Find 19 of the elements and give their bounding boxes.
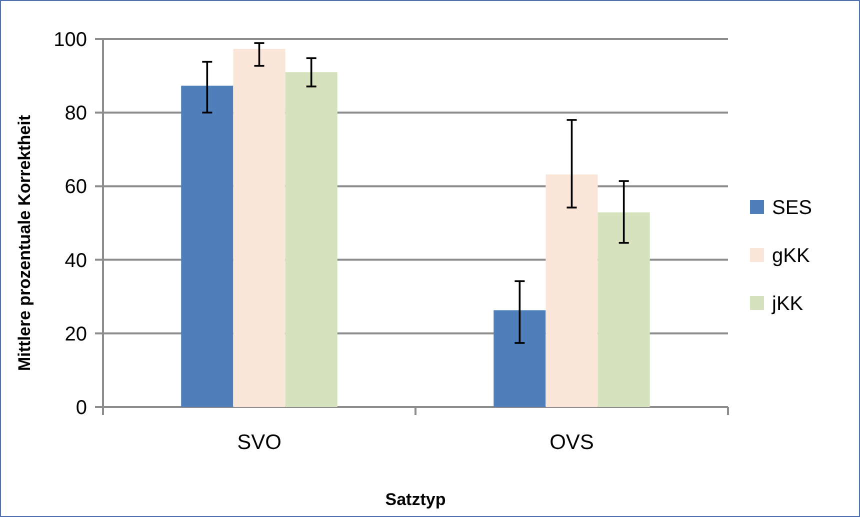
y-tick-label: 100 — [54, 29, 87, 51]
bar — [494, 310, 546, 407]
y-tick-label: 40 — [64, 250, 87, 272]
bar — [181, 86, 234, 407]
x-tick-label: SVO — [237, 431, 282, 454]
y-tick-label: 60 — [64, 176, 87, 198]
legend-label: jKK — [771, 293, 804, 315]
y-tick-label: 20 — [64, 323, 87, 346]
bar — [598, 212, 650, 407]
bar — [285, 72, 338, 407]
bar — [233, 48, 286, 407]
x-tick-label: OVS — [550, 431, 594, 454]
legend-label: SES — [772, 197, 812, 219]
legend-label: gKK — [772, 245, 810, 267]
y-tick-label: 0 — [76, 397, 87, 419]
x-axis-title: Satztyp — [385, 490, 446, 509]
y-tick-label: 80 — [64, 102, 87, 125]
bar — [546, 174, 598, 407]
y-axis-title: Mittlere prozentuale Korrektheit — [15, 114, 34, 371]
